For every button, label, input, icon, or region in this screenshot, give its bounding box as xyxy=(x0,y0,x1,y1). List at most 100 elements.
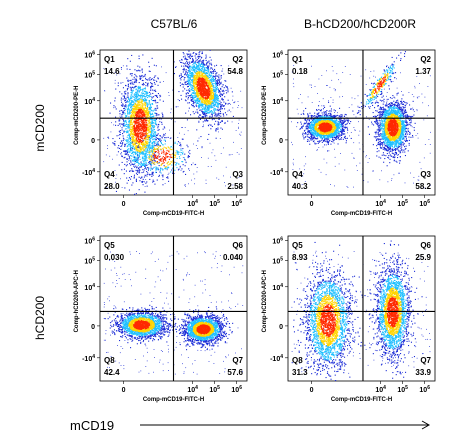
event-dot xyxy=(130,149,132,151)
event-dot xyxy=(122,98,124,100)
event-dot xyxy=(151,142,153,144)
event-dot xyxy=(187,56,189,58)
event-dot xyxy=(222,93,224,95)
event-dot xyxy=(198,68,200,70)
event-dot xyxy=(185,58,187,60)
event-dot xyxy=(211,106,213,108)
event-dot xyxy=(185,45,186,46)
event-dot xyxy=(188,151,190,153)
event-dot xyxy=(133,126,135,128)
event-dot xyxy=(144,122,146,124)
event-dot xyxy=(119,131,121,133)
event-dot xyxy=(220,153,222,154)
event-dot xyxy=(154,131,156,133)
event-dot xyxy=(158,156,160,158)
event-dot xyxy=(130,105,132,107)
event-dot xyxy=(130,147,132,149)
event-dot xyxy=(141,120,143,122)
event-dot xyxy=(134,104,136,106)
event-dot xyxy=(136,96,138,98)
event-dot xyxy=(209,91,211,93)
event-dot xyxy=(160,172,162,174)
event-dot xyxy=(217,123,219,125)
event-dot xyxy=(179,85,181,87)
event-dot xyxy=(176,163,178,165)
event-dot xyxy=(190,79,192,81)
event-dot xyxy=(176,157,178,159)
event-dot xyxy=(212,93,214,95)
event-dot xyxy=(146,107,148,109)
event-dot xyxy=(180,143,182,145)
event-dot xyxy=(131,137,133,139)
event-dot xyxy=(137,167,139,169)
event-dot xyxy=(197,93,199,95)
event-dot xyxy=(138,154,140,156)
event-dot xyxy=(136,113,138,115)
event-dot xyxy=(135,139,137,141)
event-dot xyxy=(123,107,125,109)
event-dot xyxy=(149,105,151,107)
event-dot xyxy=(142,125,144,127)
event-dot xyxy=(143,158,145,160)
event-dot xyxy=(210,83,212,85)
event-dot xyxy=(206,89,208,91)
event-dot xyxy=(145,134,147,136)
event-dot xyxy=(135,91,137,93)
event-dot xyxy=(184,159,186,161)
event-dot xyxy=(201,97,203,99)
event-dot xyxy=(129,134,131,136)
event-dot xyxy=(140,95,142,97)
event-dot xyxy=(118,119,120,121)
event-dot xyxy=(141,141,143,143)
event-dot xyxy=(128,126,130,128)
event-dot xyxy=(198,60,200,62)
event-dot xyxy=(158,175,160,177)
event-dot xyxy=(135,91,137,93)
event-dot xyxy=(130,92,132,94)
event-dot xyxy=(197,61,199,63)
event-dot xyxy=(128,160,130,161)
event-dot xyxy=(189,62,191,64)
event-dot xyxy=(155,166,157,168)
event-dot xyxy=(152,132,154,134)
event-dot xyxy=(208,60,210,62)
event-dot xyxy=(126,68,128,70)
event-dot xyxy=(146,171,148,173)
event-dot xyxy=(125,104,127,106)
event-dot xyxy=(199,62,201,64)
event-dot xyxy=(191,95,193,97)
event-dot xyxy=(205,78,207,80)
event-dot xyxy=(151,153,153,155)
event-dot xyxy=(127,105,129,107)
event-dot xyxy=(218,89,220,91)
event-dot xyxy=(158,129,160,131)
event-dot xyxy=(130,88,132,90)
event-dot xyxy=(193,113,195,115)
event-dot xyxy=(116,135,118,137)
event-dot xyxy=(199,85,201,87)
event-dot xyxy=(131,104,133,106)
event-dot xyxy=(134,102,136,104)
event-dot xyxy=(143,121,145,123)
event-dot xyxy=(208,63,210,65)
event-dot xyxy=(197,105,199,107)
event-dot xyxy=(207,101,209,103)
event-dot xyxy=(227,120,229,122)
event-dot xyxy=(125,93,127,95)
event-dot xyxy=(197,102,199,104)
event-dot xyxy=(148,119,150,121)
event-dot xyxy=(197,56,199,58)
event-dot xyxy=(192,162,194,164)
event-dot xyxy=(137,141,139,143)
event-dot xyxy=(147,126,149,128)
event-dot xyxy=(117,85,119,87)
event-dot xyxy=(136,105,138,107)
event-dot xyxy=(220,127,222,129)
event-dot xyxy=(149,111,151,113)
event-dot xyxy=(199,88,201,90)
event-dot xyxy=(196,63,198,65)
event-dot xyxy=(217,99,219,101)
event-dot xyxy=(128,98,130,100)
event-dot xyxy=(223,87,225,89)
event-dot xyxy=(177,106,179,108)
